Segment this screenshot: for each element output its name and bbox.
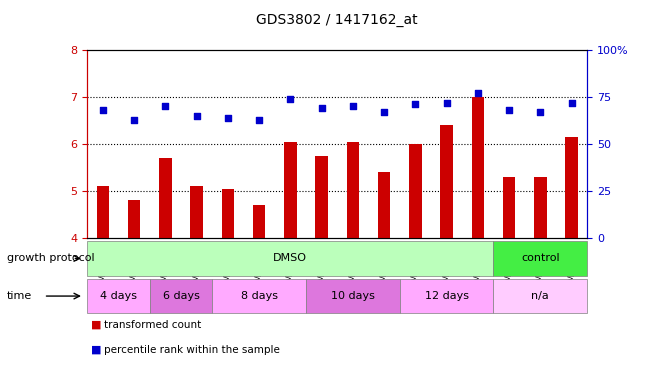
Point [504,107,515,113]
Point [160,103,170,109]
Bar [97,186,109,238]
Text: ■: ■ [91,345,101,355]
Text: DMSO: DMSO [273,253,307,263]
Bar [346,142,359,238]
Bar [472,97,484,238]
Point [378,109,389,115]
Bar [159,158,172,238]
Point [129,116,140,122]
Bar [315,156,328,238]
Text: 12 days: 12 days [425,291,468,301]
Text: n/a: n/a [531,291,549,301]
Text: 10 days: 10 days [331,291,374,301]
Point [348,103,358,109]
Bar [409,144,421,238]
Point [472,90,483,96]
Bar [191,186,203,238]
Bar [128,200,140,238]
Text: 8 days: 8 days [241,291,278,301]
Bar [253,205,265,238]
Point [223,114,234,121]
Text: transformed count: transformed count [104,320,201,330]
Bar [221,189,234,238]
Point [535,109,546,115]
Text: ■: ■ [91,320,101,330]
Point [566,99,577,106]
Text: time: time [7,291,32,301]
Point [285,96,296,102]
Bar [534,177,546,238]
Point [410,101,421,108]
Text: 4 days: 4 days [100,291,137,301]
Text: percentile rank within the sample: percentile rank within the sample [104,345,280,355]
Bar [378,172,391,238]
Point [97,107,108,113]
Text: growth protocol: growth protocol [7,253,95,263]
Bar [503,177,515,238]
Text: GDS3802 / 1417162_at: GDS3802 / 1417162_at [256,13,418,27]
Point [191,113,202,119]
Text: control: control [521,253,560,263]
Point [254,116,264,122]
Text: 6 days: 6 days [162,291,199,301]
Point [316,105,327,111]
Bar [565,137,578,238]
Bar [440,125,453,238]
Point [441,99,452,106]
Bar [284,142,297,238]
